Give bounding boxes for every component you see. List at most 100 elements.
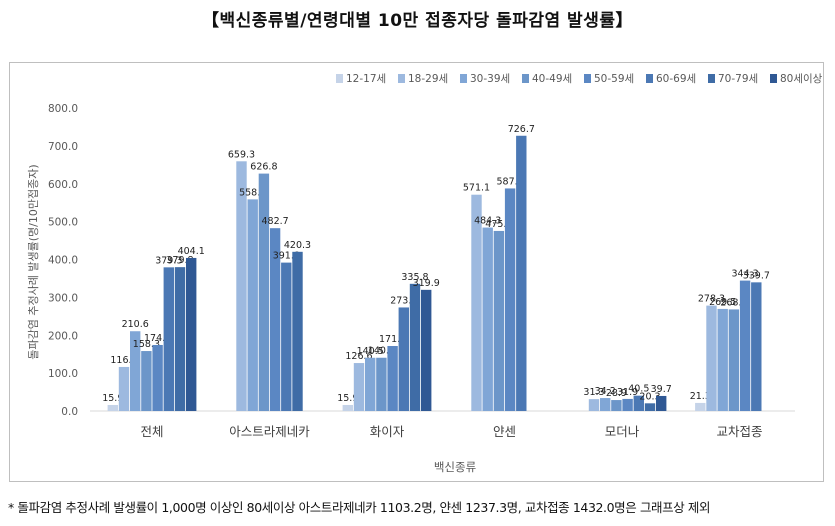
data-label: 558.8 [239,187,266,198]
bar [387,346,398,411]
bar [281,262,292,411]
bar [141,351,152,411]
bar [130,331,141,411]
data-label: 269.5 [709,297,736,308]
legend-swatch [584,74,591,83]
bar [118,366,130,411]
data-label: 344.3 [731,269,758,280]
bar [739,280,751,411]
x-axis-title: 백신종류 [434,460,476,474]
x-tick-label: 얀센 [493,424,516,439]
y-tick-label: 300.0 [48,292,78,304]
bar [353,363,365,411]
bar [516,135,527,411]
data-label: 40.5 [628,384,649,395]
data-label: 587.6 [496,176,523,187]
data-label: 15.9 [102,393,123,404]
x-tick-label: 교차접종 [716,424,762,439]
y-tick-label: 800.0 [48,103,78,115]
x-tick-label: 아스트라제네카 [229,424,310,439]
data-label: 140.5 [357,346,384,357]
bar [186,257,197,411]
data-label: 659.3 [228,149,255,160]
bar [622,398,633,411]
data-label: 379.8 [166,255,193,266]
legend-swatch [398,74,405,83]
chart-title: 【백신종류별/연령대별 10만 접종자당 돌파감염 발생률】 [202,11,633,31]
bar [600,398,611,411]
bar [471,194,482,411]
data-label: 171.6 [379,334,406,345]
data-label: 39.7 [651,384,672,395]
chart-frame [9,62,824,482]
bar [163,267,174,411]
legend-label: 60-69세 [656,73,696,85]
bar [292,251,303,411]
y-tick-label: 600.0 [48,179,78,191]
legend-swatch [770,74,777,83]
legend-swatch [646,74,653,83]
bar [717,308,728,411]
bar [247,199,258,411]
bar [644,403,656,411]
bar [409,283,421,411]
legend-swatch [708,74,715,83]
data-label: 391.8 [273,251,300,262]
bar [656,395,667,411]
data-label: 726.7 [508,124,535,135]
data-label: 482.7 [261,216,288,227]
bar [706,305,717,411]
data-label: 34.2 [595,386,616,397]
bar [236,161,247,411]
legend-swatch [522,74,529,83]
y-tick-label: 200.0 [48,330,78,342]
footnote: * 돌파감염 추정사례 발생률이 1,000명 이상인 80세이상 아스트라제네… [8,500,711,515]
y-tick-label: 0.0 [61,406,78,418]
bar [398,307,409,411]
legend-swatch [460,74,467,83]
data-label: 626.8 [250,162,277,173]
bar [152,344,163,411]
data-label: 475.4 [485,219,512,230]
data-label: 268.2 [720,297,747,308]
bar [365,357,376,411]
legend-swatch [336,74,343,83]
y-tick-label: 500.0 [48,217,78,229]
data-label: 140.6 [368,346,395,357]
bar [376,357,387,411]
bar [728,309,740,411]
data-label: 31.9 [617,387,638,398]
data-label: 278.3 [698,294,725,305]
bar [342,404,353,411]
data-label: 20.3 [639,391,660,402]
legend-label: 80세이상 [780,73,823,85]
y-tick-label: 400.0 [48,255,78,267]
data-label: 571.1 [463,183,490,194]
bar [633,395,644,411]
bar [258,173,270,411]
legend-label: 40-49세 [532,73,572,85]
data-label: 15.9 [337,393,358,404]
data-label: 335.8 [401,272,428,283]
bar [269,228,281,411]
data-label: 21.3 [690,391,711,402]
data-label: 319.9 [413,278,440,289]
bar [588,399,600,411]
bar [107,404,118,411]
bar [504,188,516,411]
data-label: 273.4 [390,295,417,306]
data-label: 116.3 [110,355,137,366]
legend-label: 18-29세 [408,73,448,85]
bar [611,400,622,411]
legend-label: 70-79세 [718,73,758,85]
bar [695,402,706,411]
x-tick-label: 화이자 [370,424,405,439]
data-label: 210.6 [122,319,149,330]
legend-label: 50-59세 [594,73,634,85]
data-label: 379.3 [155,255,182,266]
bar [493,230,505,411]
data-label: 404.1 [178,246,205,257]
data-label: 126.6 [345,351,372,362]
bar [751,282,762,411]
